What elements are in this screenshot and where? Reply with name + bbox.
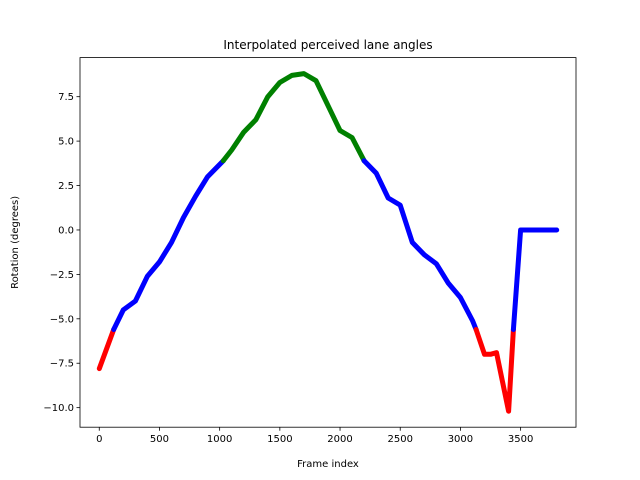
y-axis-label: Rotation (degrees) bbox=[10, 196, 21, 289]
y-tick-label: 7.5 bbox=[58, 92, 74, 103]
x-axis-label: Frame index bbox=[297, 459, 359, 470]
y-tick-label: −5.0 bbox=[50, 314, 74, 325]
y-tick-label: −2.5 bbox=[50, 270, 74, 281]
plot-lines bbox=[96, 71, 560, 414]
y-tick-label: 2.5 bbox=[58, 181, 74, 192]
plot-frame bbox=[79, 57, 577, 428]
x-tick-label: 0 bbox=[96, 434, 102, 445]
x-tick-label: 3000 bbox=[448, 434, 473, 445]
x-tick-label: 500 bbox=[150, 434, 169, 445]
x-axis: 0 500 1000 1500 2000 2500 3000 3500 bbox=[96, 427, 533, 445]
series-segment-1 bbox=[96, 327, 117, 372]
chart-title: Interpolated perceived lane angles bbox=[223, 38, 432, 52]
y-tick-label: 5.0 bbox=[58, 137, 74, 148]
y-axis: −10.0 −7.5 −5.0 −2.5 0.0 2.5 5.0 7.5 bbox=[43, 92, 80, 414]
x-tick-label: 3500 bbox=[508, 434, 533, 445]
series-segment-3 bbox=[220, 71, 367, 164]
x-tick-label: 2000 bbox=[327, 434, 352, 445]
y-tick-label: 0.0 bbox=[58, 225, 74, 236]
series-segment-4 bbox=[361, 158, 479, 332]
x-tick-label: 2500 bbox=[388, 434, 413, 445]
x-tick-label: 1500 bbox=[267, 434, 292, 445]
y-tick-label: −10.0 bbox=[43, 403, 74, 414]
series-segment-6 bbox=[510, 227, 560, 332]
series-segment-5 bbox=[473, 327, 516, 414]
x-tick-label: 1000 bbox=[207, 434, 232, 445]
y-tick-label: −7.5 bbox=[50, 359, 74, 370]
series-segment-2 bbox=[111, 158, 226, 332]
